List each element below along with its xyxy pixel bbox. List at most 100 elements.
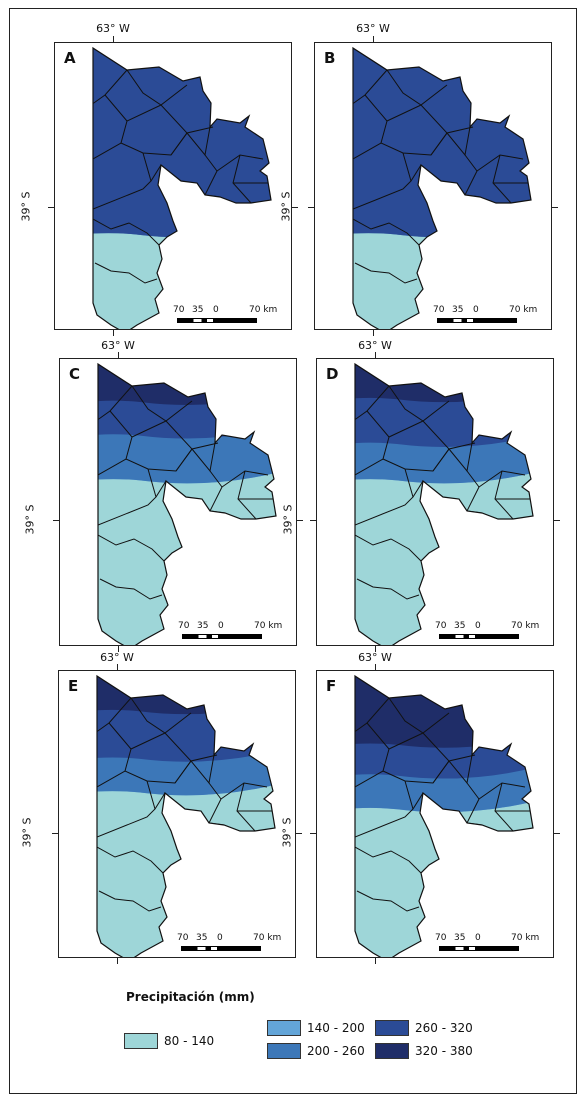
longitude-tick-top — [113, 36, 114, 42]
district-boundary — [356, 578, 420, 600]
legend-label-140-200: 140 - 200 — [307, 1021, 365, 1035]
latitude-tick-left — [310, 520, 316, 521]
latitude-tick-left — [52, 833, 58, 834]
legend-label-320-380: 320 - 380 — [415, 1044, 473, 1058]
panel-label: A — [64, 49, 76, 67]
map-panel-c: C 70 35 0 70 km — [59, 358, 297, 646]
precipitation-map — [352, 46, 532, 329]
district-boundary — [355, 722, 390, 788]
latitude-label: 39° S — [20, 817, 34, 848]
district-boundary — [355, 780, 414, 838]
district-boundary — [353, 94, 388, 160]
district-boundary — [97, 846, 164, 874]
panel-label: D — [326, 365, 339, 383]
band-260-320 — [353, 48, 531, 239]
band-320-380 — [355, 364, 533, 404]
legend-swatch-140-200 — [267, 1020, 301, 1036]
district-boundary — [98, 468, 157, 526]
band-260-320 — [97, 676, 275, 763]
latitude-tick-left — [308, 207, 314, 208]
district-boundary — [98, 890, 162, 912]
band-260-320 — [93, 48, 271, 239]
longitude-tick-top — [375, 352, 376, 358]
district-boundary — [464, 154, 478, 196]
district-boundary — [97, 722, 132, 788]
scale-bar: 70 35 0 70 km — [178, 621, 296, 645]
longitude-tick-top — [118, 352, 119, 358]
longitude-tick-bottom — [118, 646, 119, 652]
district-boundary — [94, 262, 158, 284]
precipitation-map — [354, 362, 534, 645]
latitude-tick-left — [310, 833, 316, 834]
map-panel-d: D 70 35 0 70 km — [316, 358, 554, 646]
latitude-label: 39° S — [279, 191, 293, 222]
legend-swatch-200-260 — [267, 1043, 301, 1059]
panel-label: F — [326, 677, 337, 695]
latitude-tick-right — [554, 833, 560, 834]
latitude-tick-right — [554, 520, 560, 521]
district-boundary — [410, 164, 422, 182]
map-panel-b: B 70 35 0 70 km — [314, 42, 552, 330]
province-outline — [354, 362, 534, 645]
panel-label: C — [69, 365, 81, 383]
district-boundary — [356, 890, 420, 912]
district-boundary — [355, 410, 390, 476]
district-boundary — [97, 780, 156, 838]
scale-bar: 70 35 0 70 km — [433, 305, 551, 329]
latitude-label: 39° S — [280, 817, 294, 848]
longitude-label: 63° W — [358, 651, 392, 664]
latitude-tick-right — [297, 520, 303, 521]
latitude-tick-right — [552, 207, 558, 208]
district-boundary — [353, 218, 420, 246]
longitude-label: 63° W — [100, 651, 134, 664]
precipitation-map — [354, 674, 534, 957]
latitude-label: 39° S — [19, 191, 33, 222]
map-panel-a: A 70 35 0 70 km — [54, 42, 292, 330]
latitude-tick-right — [292, 207, 298, 208]
district-boundary — [93, 218, 160, 246]
district-boundary — [386, 69, 448, 106]
legend-label-80-140: 80 - 140 — [164, 1034, 215, 1048]
province-outline — [354, 674, 534, 957]
province-outline — [97, 362, 277, 645]
legend-swatch-320-380 — [375, 1043, 409, 1059]
band-320-380 — [355, 676, 533, 749]
district-boundary — [126, 69, 188, 106]
scale-bar: 70 35 0 70 km — [173, 305, 291, 329]
latitude-label: 39° S — [23, 504, 37, 535]
scale-bar: 70 35 0 70 km — [435, 621, 553, 645]
figure-frame — [9, 8, 577, 1094]
longitude-tick-top — [373, 36, 374, 42]
longitude-tick-bottom — [375, 958, 376, 964]
legend-label-260-320: 260 - 320 — [415, 1021, 473, 1035]
province-outline — [96, 674, 276, 957]
map-panel-e: E 70 35 0 70 km — [58, 670, 296, 958]
scale-bar: 70 35 0 70 km — [435, 933, 553, 957]
district-boundary — [98, 534, 165, 562]
district-boundary — [209, 470, 223, 512]
latitude-tick-right — [296, 833, 302, 834]
district-boundary — [388, 385, 450, 422]
district-boundary — [355, 846, 422, 874]
legend-title: Precipitación (mm) — [126, 990, 255, 1004]
district-boundary — [154, 792, 166, 810]
longitude-label: 63° W — [101, 339, 135, 352]
district-boundary — [150, 164, 162, 182]
latitude-tick-left — [48, 207, 54, 208]
district-boundary — [355, 468, 414, 526]
district-boundary — [466, 782, 480, 824]
latitude-tick-left — [53, 520, 59, 521]
panel-label: E — [68, 677, 79, 695]
district-boundary — [93, 94, 128, 160]
district-boundary — [355, 534, 422, 562]
panel-label: B — [324, 49, 336, 67]
scale-bar: 70 35 0 70 km — [177, 933, 295, 957]
legend-label-200-260: 200 - 260 — [307, 1044, 365, 1058]
district-boundary — [412, 792, 424, 810]
district-boundary — [412, 480, 424, 498]
longitude-tick-bottom — [375, 646, 376, 652]
district-boundary — [208, 782, 222, 824]
legend-swatch-80-140 — [124, 1033, 158, 1049]
district-boundary — [466, 470, 480, 512]
latitude-label: 39° S — [281, 504, 295, 535]
